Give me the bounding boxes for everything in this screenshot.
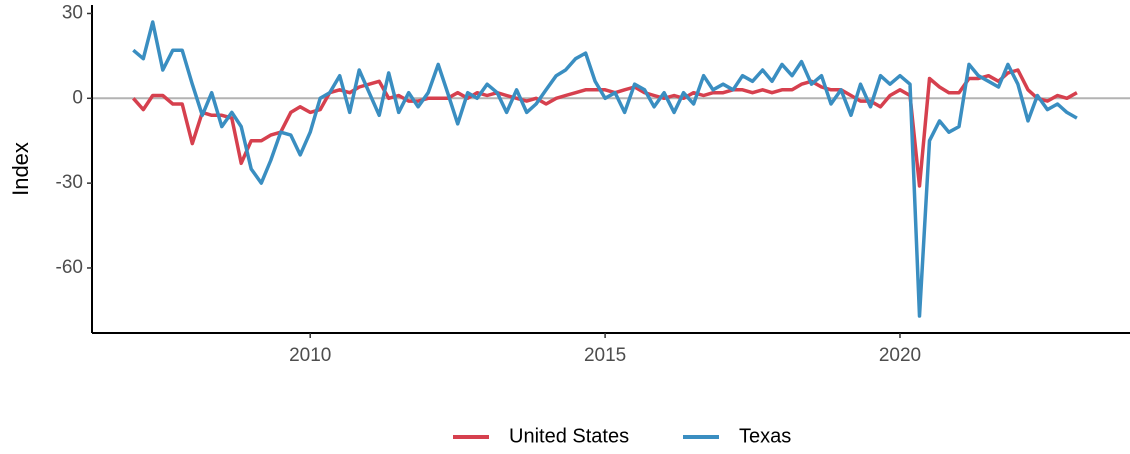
x-tick-label: 2015: [584, 345, 626, 366]
legend-label: Texas: [739, 425, 791, 447]
legend-label: United States: [509, 425, 629, 447]
y-axis-title: Index: [8, 142, 33, 196]
series-line: [132, 20, 1078, 318]
y-tick-label: -30: [56, 172, 83, 193]
y-tick-label: 0: [72, 87, 83, 108]
y-tick-label: 30: [62, 2, 83, 23]
x-tick-label: 2020: [879, 345, 921, 366]
x-tick-label: 2010: [289, 345, 331, 366]
y-tick-label: -60: [56, 257, 83, 278]
series-line: [131, 68, 1078, 188]
